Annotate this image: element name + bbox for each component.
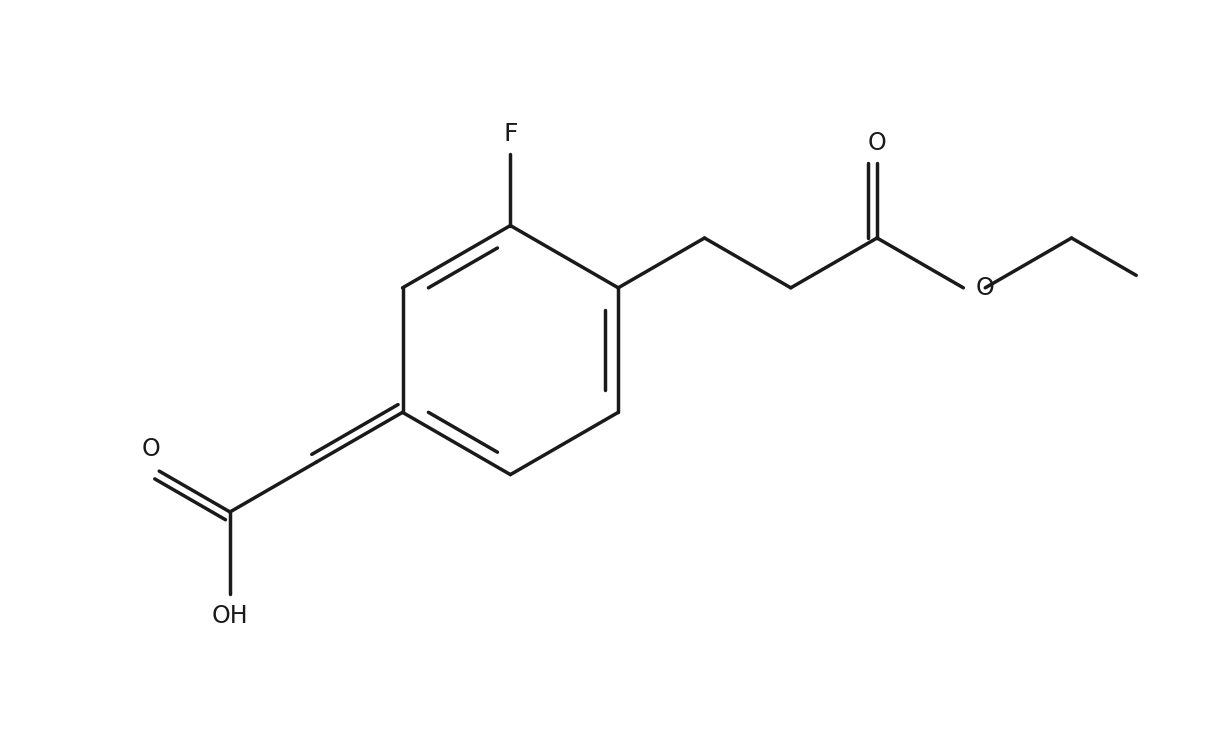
Text: O: O: [868, 131, 886, 155]
Text: F: F: [503, 122, 518, 146]
Text: OH: OH: [212, 604, 248, 628]
Text: O: O: [142, 437, 160, 461]
Text: O: O: [976, 276, 994, 300]
